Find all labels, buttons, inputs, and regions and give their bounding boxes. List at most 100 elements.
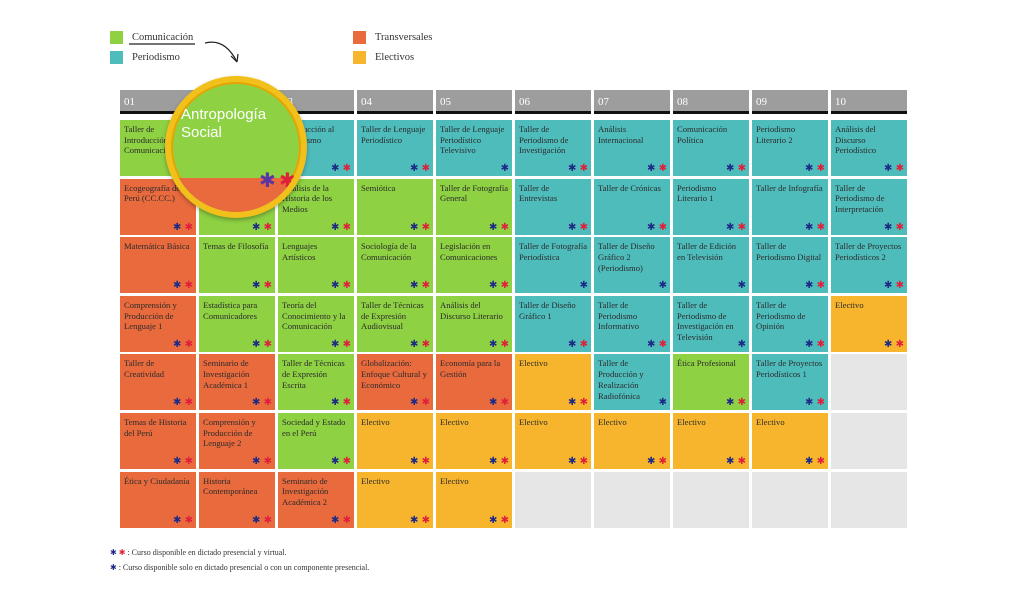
course-cell[interactable]: Taller de Diseño Gráfico 1 ✱ ✱: [515, 295, 591, 352]
legend-label: Transversales: [375, 32, 433, 43]
legend-electivos: Electivos: [353, 51, 414, 64]
availability-stars: ✱ ✱: [489, 398, 509, 408]
course-cell[interactable]: Taller de Técnicas de Expresión Escrita ✱…: [278, 354, 354, 411]
course-cell[interactable]: Taller de Fotografía Periodística ✱: [515, 237, 591, 294]
course-cell[interactable]: Análisis de la Historia de los Medios ✱ ✱: [278, 178, 354, 235]
course-cell[interactable]: Taller de Infografía ✱ ✱: [752, 178, 828, 235]
course-cell[interactable]: Historia Contemporánea ✱ ✱: [199, 471, 275, 528]
course-cell[interactable]: Electivo ✱ ✱: [436, 413, 512, 469]
asterisk-red-icon: ✱: [339, 221, 351, 233]
course-cell[interactable]: Análisis Internacional ✱ ✱: [594, 120, 670, 176]
course-cell[interactable]: Comprensión y Producción de Lenguaje 1 ✱ …: [120, 295, 196, 352]
course-name: Análisis de la Historia de los Medios: [282, 182, 333, 215]
course-cell[interactable]: Economía para la Gestión ✱ ✱: [436, 354, 512, 411]
availability-stars: ✱ ✱: [726, 398, 746, 408]
course-cell[interactable]: Taller de Proyectos Periodísticos 2 ✱ ✱: [831, 237, 907, 294]
course-cell[interactable]: Ética Profesional ✱ ✱: [673, 354, 749, 411]
empty-cell: [831, 354, 907, 411]
empty-cell: [673, 471, 749, 528]
availability-stars: ✱ ✱: [252, 457, 272, 467]
course-name: Taller de Proyectos Periodísticos 2: [835, 241, 902, 262]
course-cell[interactable]: Taller de Creatividad ✱ ✱: [120, 354, 196, 411]
asterisk-red-icon: ✱: [734, 397, 746, 409]
course-cell[interactable]: Legislación en Comunicaciones ✱ ✱: [436, 237, 512, 294]
course-cell[interactable]: Taller de Periodismo Informativo ✱ ✱: [594, 295, 670, 352]
asterisk-red-icon: ✱: [497, 456, 509, 467]
course-cell[interactable]: Taller de Lenguaje Periodístico Televisi…: [436, 120, 512, 176]
course-cell[interactable]: Análisis del Discurso Literario ✱ ✱: [436, 295, 512, 352]
asterisk-blue-icon: ✱: [173, 280, 182, 292]
course-cell[interactable]: Electivo ✱ ✱: [752, 413, 828, 469]
asterisk-blue-icon: ✱: [410, 280, 419, 292]
course-name: Taller de Lenguaje Periodístico: [361, 124, 426, 145]
course-cell[interactable]: Seminario de Investigación Académica 1 ✱ …: [199, 354, 275, 411]
course-cell[interactable]: Lenguajes Artísticos ✱ ✱: [278, 237, 354, 294]
asterisk-blue-icon: ✱: [331, 338, 340, 350]
course-cell[interactable]: Teoría del Conocimiento y la Comunicació…: [278, 295, 354, 352]
magnifier-lens: Antropología Social ✱ ✱: [165, 76, 307, 218]
course-cell[interactable]: Taller de Lenguaje Periodístico ✱ ✱: [357, 120, 433, 176]
course-cell[interactable]: Taller de Fotografía General ✱ ✱: [436, 178, 512, 235]
course-name: Taller de Diseño Gráfico 2 (Periodismo): [598, 241, 655, 273]
availability-stars: ✱ ✱: [410, 222, 430, 233]
course-cell[interactable]: Ética y Ciudadanía ✱ ✱: [120, 471, 196, 528]
asterisk-red-icon: ✱: [339, 456, 351, 467]
availability-stars: ✱: [738, 281, 746, 291]
course-name: Taller de Técnicas de Expresión Audiovis…: [361, 299, 424, 332]
course-cell[interactable]: Periodismo Literario 2 ✱ ✱: [752, 120, 828, 176]
asterisk-blue-icon: ✱: [884, 221, 893, 233]
asterisk-red-icon: ✱: [497, 338, 509, 350]
course-name: Periodismo Literario 1: [677, 182, 717, 204]
pointer-arrow: [129, 41, 239, 63]
course-cell[interactable]: Sociología de la Comunicación ✱ ✱: [357, 237, 433, 294]
course-cell[interactable]: Globalización: Enfoque Cultural y Económ…: [357, 354, 433, 411]
availability-stars: ✱ ✱: [805, 222, 825, 233]
course-cell[interactable]: Electivo ✱ ✱: [515, 413, 591, 469]
course-cell[interactable]: Taller de Producción y Realización Radio…: [594, 354, 670, 411]
course-name: Taller de Periodismo Digital: [756, 241, 822, 262]
course-cell[interactable]: Comunicación Política ✱ ✱: [673, 120, 749, 176]
course-cell[interactable]: Electivo ✱ ✱: [515, 354, 591, 411]
course-cell[interactable]: Matemática Básica ✱ ✱: [120, 237, 196, 294]
course-cell[interactable]: Taller de Periodismo Digital ✱ ✱: [752, 237, 828, 294]
course-cell[interactable]: Taller de Entrevistas ✱ ✱: [515, 178, 591, 235]
course-cell[interactable]: Taller de Diseño Gráfico 2 (Periodismo) ✱: [594, 237, 670, 294]
course-cell[interactable]: Taller de Periodismo de Investigación ✱ ✱: [515, 120, 591, 176]
availability-stars: ✱ ✱: [489, 515, 509, 526]
course-cell[interactable]: Taller de Periodismo de Investigación en…: [673, 295, 749, 352]
course-cell[interactable]: Taller de Técnicas de Expresión Audiovis…: [357, 295, 433, 352]
course-name: Ética Profesional: [677, 358, 736, 369]
course-name: Taller de Proyectos Periodísticos 1: [756, 358, 823, 380]
course-cell[interactable]: Temas de Filosofía ✱ ✱: [199, 237, 275, 294]
course-cell[interactable]: Taller de Edición en Televisión ✱: [673, 237, 749, 294]
semester-column: 05 Taller de Lenguaje Periodístico Televi…: [436, 90, 512, 528]
course-cell[interactable]: Taller de Periodismo de Interpretación ✱ …: [831, 178, 907, 235]
availability-stars: ✱: [659, 281, 667, 291]
course-cell[interactable]: Periodismo Literario 1 ✱ ✱: [673, 178, 749, 235]
course-name: Matemática Básica: [124, 241, 190, 252]
course-cell[interactable]: Taller de Proyectos Periodísticos 1 ✱ ✱: [752, 354, 828, 411]
course-cell[interactable]: Taller de Crónicas ✱ ✱: [594, 178, 670, 235]
course-name: Taller de Fotografía General: [440, 182, 509, 204]
course-cell[interactable]: Seminario de Investigación Académica 2 ✱ …: [278, 471, 354, 528]
course-cell[interactable]: Taller de Periodismo de Opinión ✱ ✱: [752, 295, 828, 352]
course-cell[interactable]: Sociedad y Estado en el Perú ✱ ✱: [278, 413, 354, 469]
asterisk-red-icon: ✱: [339, 163, 351, 174]
asterisk-red-icon: ✱: [892, 221, 904, 233]
course-cell[interactable]: Electivo ✱ ✱: [436, 471, 512, 528]
course-cell[interactable]: Comprensión y Producción de Lenguaje 2 ✱ …: [199, 413, 275, 469]
course-cell[interactable]: Estadística para Comunicadores ✱ ✱: [199, 295, 275, 352]
availability-stars: ✱ ✱: [568, 222, 588, 233]
asterisk-blue-icon: ✱: [647, 338, 656, 350]
asterisk-red-icon: ✱: [813, 338, 825, 350]
course-cell[interactable]: Electivo ✱ ✱: [594, 413, 670, 469]
course-cell[interactable]: Semiótica ✱ ✱: [357, 178, 433, 235]
course-cell[interactable]: Electivo ✱ ✱: [357, 413, 433, 469]
course-cell[interactable]: Electivo ✱ ✱: [673, 413, 749, 469]
asterisk-red-icon: ✱: [655, 456, 667, 467]
course-cell[interactable]: Electivo ✱ ✱: [831, 295, 907, 352]
course-cell[interactable]: Análisis del Discurso Periodístico ✱ ✱: [831, 120, 907, 176]
course-cell[interactable]: Temas de Historia del Perú ✱ ✱: [120, 413, 196, 469]
course-cell[interactable]: Electivo ✱ ✱: [357, 471, 433, 528]
availability-stars: ✱ ✱: [410, 515, 430, 526]
